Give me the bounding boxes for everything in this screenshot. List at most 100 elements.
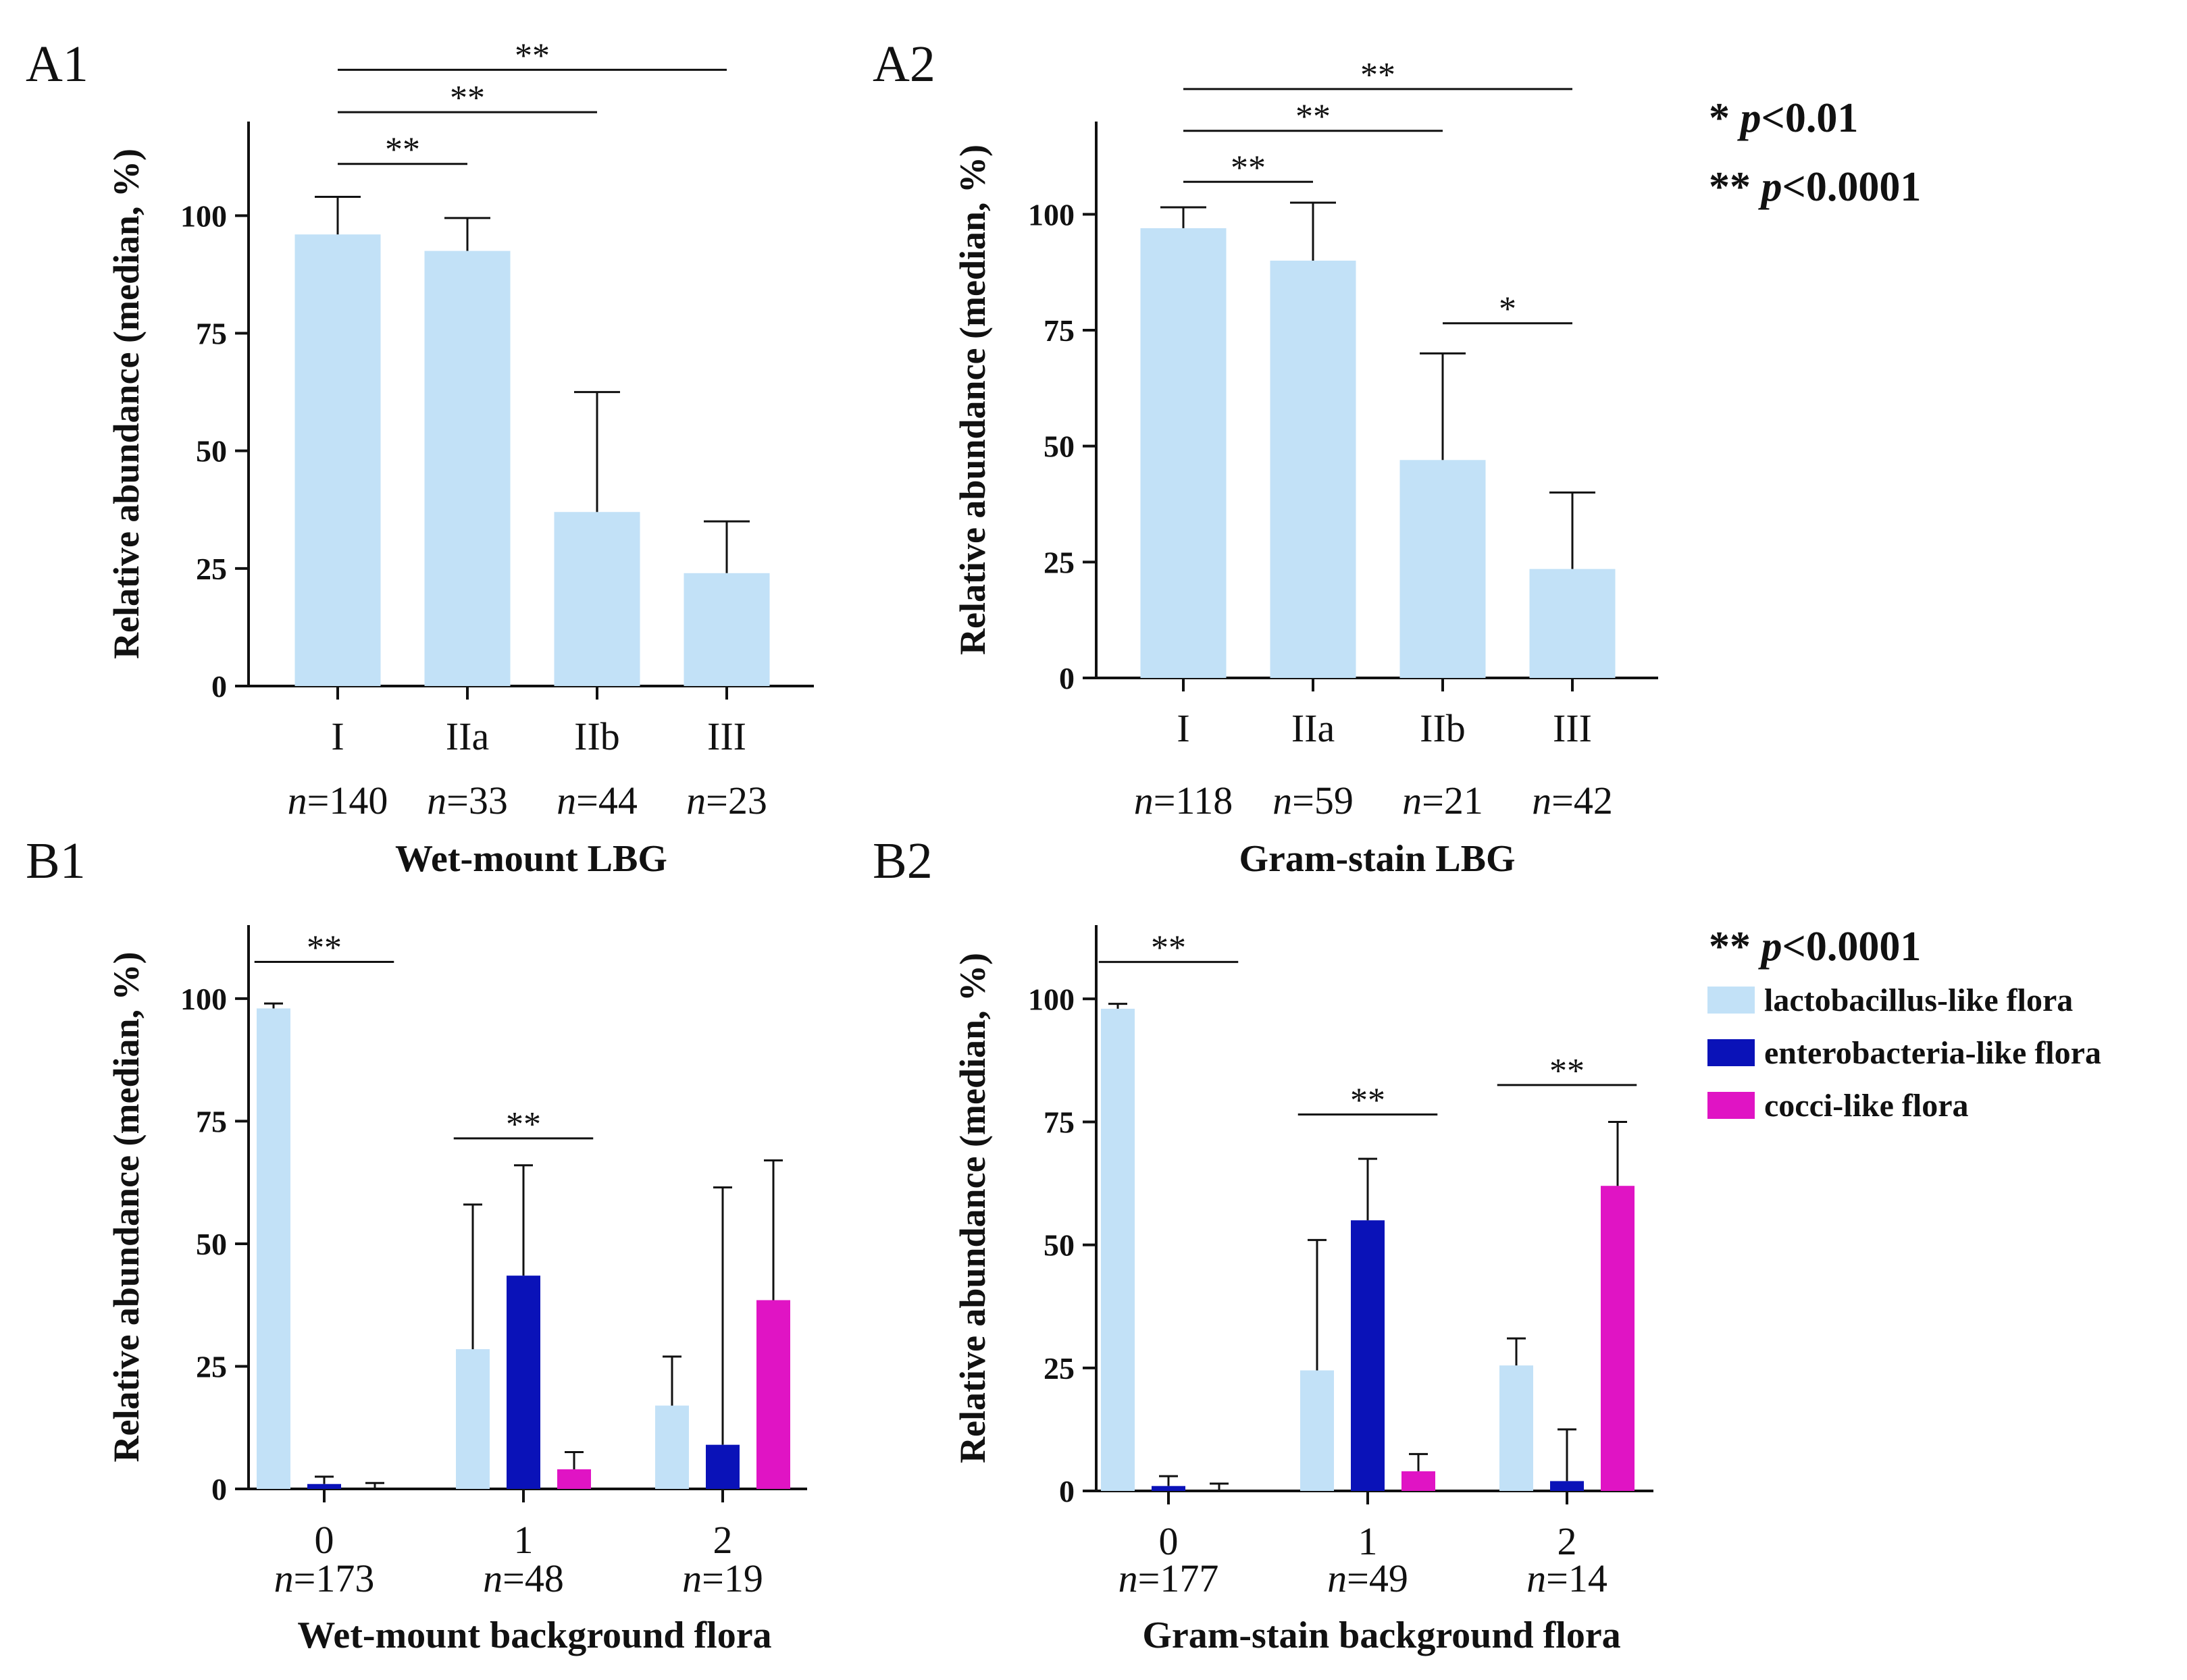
y-tick-label: 25: [196, 1349, 227, 1384]
legend-swatch: [1707, 1092, 1755, 1119]
bar-a1-iib-lactobacillus: [554, 512, 640, 686]
panel-label: B2: [873, 833, 933, 889]
legend-significance: * p<0.01: [1709, 95, 1858, 141]
n-label: n=21: [1402, 779, 1483, 822]
x-tick-label: 1: [514, 1518, 534, 1562]
bar-a2-i-lactobacillus: [1140, 228, 1227, 678]
panel-label: A2: [873, 36, 935, 93]
legend-significance: ** p<0.0001: [1709, 164, 1921, 210]
y-axis-title: Relative abundance (median, %): [952, 145, 993, 655]
legend-swatch: [1707, 987, 1755, 1014]
bar-b1-0-enterobacteria: [307, 1484, 341, 1489]
n-label: n=49: [1327, 1556, 1408, 1600]
panel-label: B1: [26, 833, 86, 889]
n-label: n=118: [1134, 779, 1233, 822]
x-tick-label: IIa: [446, 714, 489, 758]
legend-label: cocci-like flora: [1764, 1088, 1969, 1124]
n-label: n=44: [557, 779, 638, 822]
legend-swatch: [1707, 1039, 1755, 1066]
bar-b2-2-lactobacillus: [1499, 1365, 1533, 1491]
x-tick-label: 2: [1558, 1519, 1577, 1563]
n-label: n=42: [1532, 779, 1613, 822]
bar-b1-2-enterobacteria: [706, 1444, 740, 1489]
n-label: n=19: [682, 1556, 763, 1600]
y-tick-label: 50: [1044, 429, 1075, 464]
bar-b1-2-cocci: [756, 1300, 790, 1489]
y-tick-label: 0: [1059, 661, 1075, 695]
n-label: n=59: [1272, 779, 1354, 822]
y-axis-title: Relative abundance (median, %): [106, 149, 147, 659]
bar-b2-0-enterobacteria: [1152, 1486, 1185, 1491]
x-tick-label: I: [331, 714, 344, 758]
y-tick-label: 25: [196, 552, 227, 586]
bar-b1-0-lactobacillus: [257, 1008, 290, 1489]
n-label: n=173: [274, 1556, 375, 1600]
legend-label: enterobacteria-like flora: [1764, 1035, 2101, 1071]
significance-marker: **: [307, 928, 342, 967]
bar-b2-2-enterobacteria: [1550, 1481, 1584, 1491]
bar-b2-2-cocci: [1601, 1186, 1635, 1491]
x-tick-label: 1: [1358, 1519, 1378, 1563]
bar-a2-iia-lactobacillus: [1270, 261, 1356, 678]
significance-marker: **: [1231, 149, 1266, 187]
y-tick-label: 75: [196, 317, 227, 351]
x-tick-label: IIb: [1420, 706, 1466, 750]
x-tick-label: III: [707, 714, 746, 758]
y-tick-label: 100: [1028, 982, 1075, 1016]
y-tick-label: 75: [1044, 313, 1075, 348]
n-label: n=48: [483, 1556, 564, 1600]
panel-a1: A1 Relative abundance (median, %) 0 25 50 75 1…: [26, 36, 814, 880]
panel-b1: B1 Relative abundance (median, %) 0 25 50 75 1…: [26, 833, 807, 1656]
panel-label: A1: [26, 36, 88, 93]
bar-a1-i-lactobacillus: [294, 234, 381, 686]
y-tick-label: 0: [1059, 1474, 1075, 1508]
n-label: n=23: [686, 779, 767, 822]
x-tick-label: III: [1553, 706, 1592, 750]
legend-b: ** p<0.0001 lactobacillus-like flora enter…: [1707, 924, 2101, 1124]
bar-a2-iib-lactobacillus: [1399, 460, 1486, 678]
x-tick-label: 0: [1159, 1519, 1179, 1563]
bar-a1-iia-lactobacillus: [424, 251, 511, 686]
bar-a1-iii-lactobacillus: [684, 573, 770, 686]
y-tick-label: 0: [211, 1472, 227, 1506]
significance-marker: **: [1549, 1052, 1585, 1091]
legend-label: lactobacillus-like flora: [1764, 982, 2073, 1018]
bar-b1-1-enterobacteria: [507, 1276, 540, 1489]
x-tick-label: 2: [713, 1518, 733, 1562]
legend-a: * p<0.01 ** p<0.0001: [1709, 95, 1921, 210]
x-axis-title: Wet-mount background flora: [297, 1615, 771, 1656]
significance-marker: **: [385, 131, 420, 169]
y-tick-label: 50: [196, 434, 227, 469]
y-axis-title: Relative abundance (median, %): [106, 952, 147, 1463]
significance-marker: **: [1350, 1082, 1385, 1120]
x-tick-label: 0: [315, 1518, 334, 1562]
n-label: n=33: [427, 779, 508, 822]
y-tick-label: 100: [180, 982, 227, 1016]
bar-b1-1-lactobacillus: [456, 1349, 490, 1489]
n-label: n=14: [1526, 1556, 1607, 1600]
n-label: n=140: [288, 779, 388, 822]
significance-marker: **: [1360, 56, 1395, 95]
bar-b1-1-cocci: [557, 1469, 591, 1489]
bar-b2-0-lactobacillus: [1101, 1008, 1135, 1491]
bar-b2-1-lactobacillus: [1300, 1370, 1334, 1491]
significance-marker: **: [515, 36, 550, 75]
x-axis-title: Wet-mount LBG: [395, 838, 667, 880]
panel-b2: B2 Relative abundance (median, %) 0 25 50 75 1…: [873, 833, 1653, 1656]
y-tick-label: 25: [1044, 1351, 1075, 1386]
bar-a2-iii-lactobacillus: [1529, 569, 1616, 678]
y-tick-label: 100: [180, 199, 227, 233]
bar-b2-1-cocci: [1401, 1471, 1435, 1491]
bar-b1-2-lactobacillus: [655, 1405, 689, 1489]
significance-marker: **: [450, 79, 485, 117]
significance-marker: *: [1499, 290, 1516, 329]
y-tick-label: 75: [1044, 1105, 1075, 1139]
y-tick-label: 100: [1028, 197, 1075, 232]
y-tick-label: 75: [196, 1104, 227, 1138]
legend-significance: ** p<0.0001: [1709, 924, 1921, 970]
x-tick-label: I: [1177, 706, 1189, 750]
significance-marker: **: [1151, 929, 1186, 968]
y-tick-label: 0: [211, 669, 227, 704]
y-tick-label: 25: [1044, 545, 1075, 579]
